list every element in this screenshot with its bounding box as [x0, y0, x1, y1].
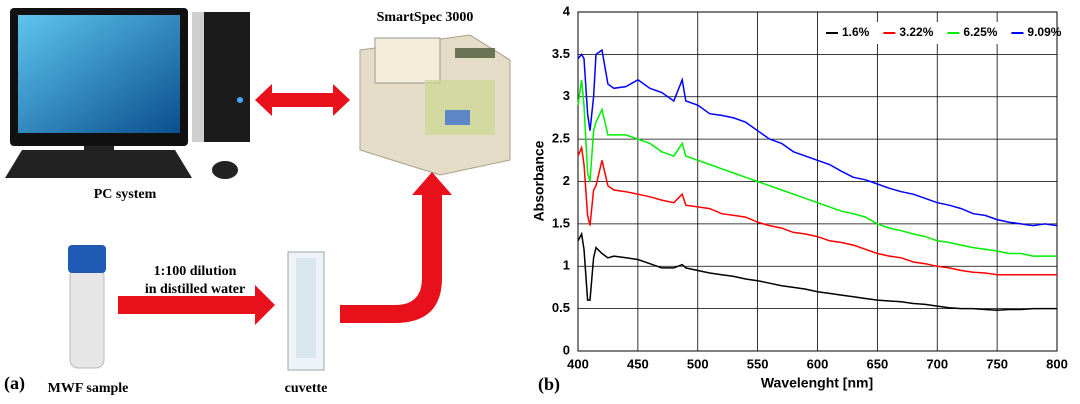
x-tick-label: 550 [747, 356, 769, 371]
panel-label: (b) [538, 374, 560, 395]
dilution-label: in distilled water [145, 282, 245, 297]
legend-box [820, 22, 1051, 44]
arrow-right [118, 285, 275, 325]
series-line [577, 231, 1057, 312]
x-tick-label: 800 [1046, 356, 1068, 371]
legend-label: 6.25% [963, 25, 997, 39]
x-tick-label: 650 [867, 356, 889, 371]
x-tick-label: 600 [807, 356, 829, 371]
sample-label: MWF sample [48, 381, 129, 396]
y-tick-label: 3 [563, 88, 570, 103]
lid [374, 37, 441, 84]
x-tick-label: 400 [567, 356, 589, 371]
dilution-label: 1:100 dilution [154, 264, 237, 279]
x-tick-label: 700 [926, 356, 948, 371]
keys-blue [445, 110, 470, 125]
y-tick-label: 0.5 [552, 300, 570, 315]
pc-label: PC system [94, 187, 157, 202]
x-axis-label: Wavelenght [nm] [761, 375, 873, 391]
y-tick-label: 1.5 [552, 215, 570, 230]
mouse [212, 161, 238, 179]
series-line [577, 79, 1057, 257]
diagram: SmartSpec 3000 PC system 1:100 dilution … [4, 8, 511, 396]
x-tick-label: 750 [986, 356, 1008, 371]
tower-side [192, 12, 204, 142]
legend-label: 1.6% [842, 25, 870, 39]
screen [18, 15, 180, 133]
y-tick-label: 3.5 [552, 46, 570, 61]
cuvette-label: cuvette [285, 381, 328, 396]
double-arrow [255, 84, 350, 116]
y-tick-label: 4 [563, 3, 571, 18]
keyboard [5, 150, 192, 178]
tube-cap [68, 245, 106, 273]
y-tick-label: 0 [563, 342, 570, 357]
panel-label: (a) [4, 373, 25, 394]
cuvette-window [296, 258, 316, 358]
keypad [425, 80, 495, 135]
y-tick-label: 2 [563, 173, 570, 188]
legend-label: 9.09% [1027, 25, 1061, 39]
arrow-up [340, 172, 452, 323]
instrument-label: SmartSpec 3000 [377, 10, 474, 25]
legend-label: 3.22% [899, 25, 933, 39]
y-tick-label: 1 [563, 258, 570, 273]
x-tick-label: 500 [687, 356, 709, 371]
y-tick-label: 2.5 [552, 131, 570, 146]
y-axis-label: Absorbance [531, 140, 547, 221]
power-led [237, 97, 243, 103]
tube [69, 267, 105, 369]
x-tick-label: 450 [627, 356, 649, 371]
series-line [577, 144, 1057, 276]
series-line [577, 48, 1058, 227]
display [455, 48, 495, 58]
